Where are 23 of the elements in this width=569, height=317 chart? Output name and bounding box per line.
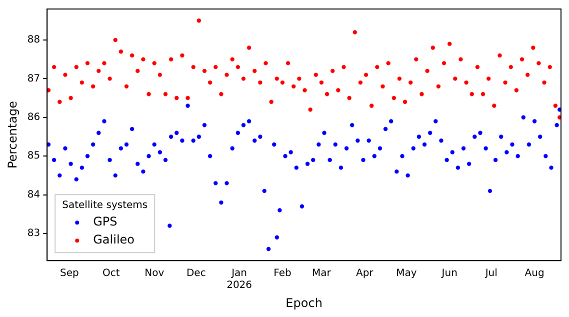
x-axis-title: Epoch	[286, 296, 322, 310]
legend-title: Satellite systems	[62, 200, 148, 212]
x-tick-label: Jul	[484, 268, 498, 280]
legend-label: GPS	[93, 214, 118, 229]
x-tick-label: Jun	[440, 268, 458, 280]
y-axis-title: Percentage	[5, 101, 20, 169]
x-tick-label: Mar	[312, 268, 332, 280]
x-tick-label: Aug	[524, 268, 544, 280]
y-tick-label: 88	[27, 34, 40, 46]
x-tick-label: Dec	[186, 268, 206, 280]
x-tick-label: Nov	[144, 268, 164, 280]
x-tick-label: Oct	[102, 268, 120, 280]
x-tick-label: May	[396, 268, 417, 280]
x-tick-label: Apr	[356, 268, 374, 280]
y-tick-label: 83	[27, 228, 40, 240]
y-tick-label: 86	[27, 112, 40, 123]
x-tick-label: Feb	[274, 268, 292, 280]
x-tick-label: Jan 2026	[226, 268, 252, 292]
x-tick-label: Sep	[60, 268, 79, 280]
y-tick-label: 87	[27, 73, 40, 84]
y-tick-label: 84	[27, 189, 40, 200]
y-tick-label: 85	[27, 150, 40, 162]
legend-label: Galileo	[93, 232, 135, 247]
